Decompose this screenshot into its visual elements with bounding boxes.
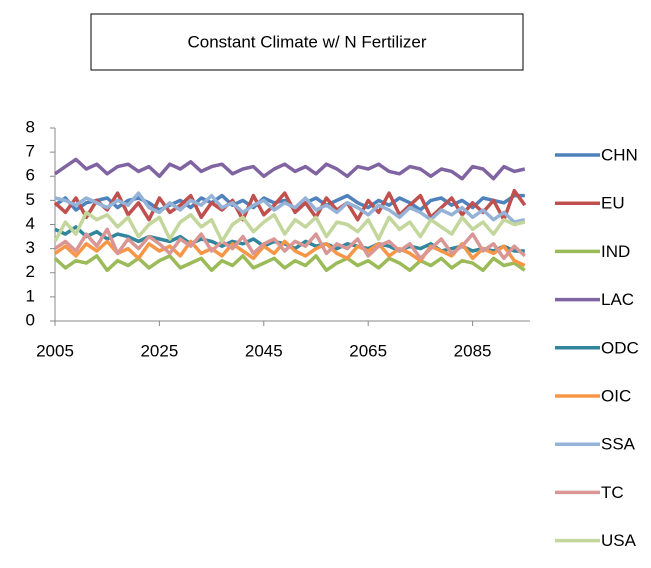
series-line <box>54 227 526 261</box>
legend-label: OIC <box>601 386 631 405</box>
x-tick-label: 2045 <box>245 341 283 360</box>
series-line <box>54 191 526 224</box>
y-tick-label: 7 <box>26 142 35 161</box>
series-line <box>53 188 527 222</box>
y-tick-label: 4 <box>26 214 35 233</box>
legend-label: USA <box>601 531 637 550</box>
legend-label: EU <box>601 194 625 213</box>
x-tick-label: 2065 <box>349 341 387 360</box>
x-tick-label: 2085 <box>454 341 492 360</box>
title-box <box>90 13 524 71</box>
legend-label: SSA <box>601 435 636 454</box>
legend-label: LAC <box>601 290 634 309</box>
y-tick-label: 1 <box>26 286 35 305</box>
y-tick-label: 3 <box>26 238 35 257</box>
series-line <box>53 210 526 244</box>
y-tick-label: 0 <box>26 310 35 329</box>
y-tick-label: 2 <box>26 262 35 281</box>
chart-title: Constant Climate w/ N Fertilizer <box>187 32 426 51</box>
series-line <box>54 157 526 181</box>
x-tick-label: 2005 <box>36 341 74 360</box>
y-tick-label: 8 <box>26 117 35 136</box>
legend-label: CHN <box>601 145 638 164</box>
x-tick-label: 2025 <box>140 341 178 360</box>
legend-label: ODC <box>601 338 639 357</box>
legend-label: IND <box>601 242 630 261</box>
y-tick-label: 5 <box>26 190 35 209</box>
legend-label: TC <box>601 483 624 502</box>
series-line <box>53 254 526 273</box>
y-tick-label: 6 <box>26 166 35 185</box>
